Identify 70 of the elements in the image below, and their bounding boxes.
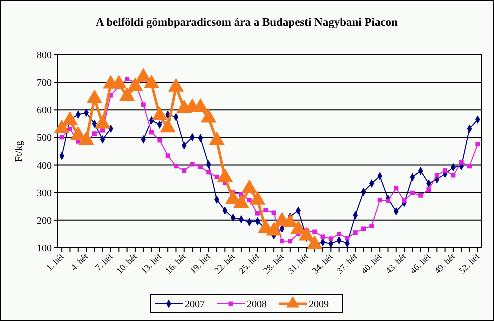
point	[60, 135, 64, 140]
x-tick-label: 43. hét	[384, 251, 409, 276]
point	[394, 186, 399, 191]
point	[158, 138, 162, 143]
x-tick-label: 28. hét	[261, 251, 286, 276]
legend-label: 2009	[309, 300, 329, 310]
point	[288, 239, 293, 244]
point	[272, 210, 276, 216]
chart-title: A belföldi gömbparadicsom ára a Budapesti Nagybani Piacon	[96, 17, 399, 29]
y-tick-label: 200	[37, 216, 52, 227]
x-tick-label: 13. hét	[139, 251, 164, 276]
point	[418, 193, 424, 198]
point	[370, 224, 374, 228]
x-tick-label: 7. hét	[93, 251, 115, 273]
point	[125, 77, 130, 82]
point	[328, 236, 334, 242]
point	[68, 126, 72, 132]
y-tick-label: 300	[37, 188, 52, 200]
point	[451, 173, 456, 178]
point	[353, 230, 358, 236]
point	[182, 168, 187, 174]
point	[476, 142, 480, 147]
point	[150, 130, 154, 135]
point	[190, 162, 195, 167]
y-tick-label: 800	[37, 50, 52, 62]
point	[402, 198, 407, 204]
point	[426, 188, 432, 192]
point	[166, 154, 170, 158]
point	[345, 236, 350, 241]
point	[247, 198, 252, 203]
point	[337, 232, 342, 236]
y-tick-label: 700	[37, 78, 52, 90]
point	[206, 170, 212, 175]
x-tick-label: 37. hét	[334, 251, 360, 276]
point	[174, 164, 178, 169]
point	[362, 226, 366, 232]
point	[214, 174, 220, 180]
y-tick-label: 500	[37, 133, 52, 144]
point	[320, 234, 326, 240]
point	[459, 160, 464, 165]
point	[410, 190, 415, 196]
x-tick-label: 31. hét	[286, 251, 311, 276]
legend-label: 2007	[185, 300, 205, 310]
legend-label: 2008	[247, 300, 267, 310]
x-tick-label: 49. hét	[432, 251, 458, 276]
point	[386, 198, 390, 204]
point	[434, 173, 440, 178]
y-tick-label: 600	[37, 106, 52, 117]
x-tick-label: 4. hét	[68, 251, 91, 273]
y-axis-title: Ft/kg	[14, 140, 25, 162]
x-tick-label: 40. hét	[359, 251, 384, 276]
point	[280, 239, 284, 244]
point	[443, 168, 448, 174]
x-tick-label: 34. hét	[310, 251, 336, 276]
point	[264, 208, 268, 212]
point	[256, 211, 260, 216]
point	[198, 164, 203, 170]
x-tick-label: 25. hét	[237, 251, 262, 276]
x-tick-label: 22. hét	[212, 251, 238, 276]
point	[92, 132, 97, 136]
x-tick-label: 52. hét	[457, 251, 482, 276]
point	[141, 102, 146, 108]
point	[468, 164, 472, 169]
point	[312, 230, 318, 234]
x-tick-label: 46. hét	[408, 251, 433, 276]
x-tick-label: 10. hét	[114, 251, 140, 276]
point	[378, 198, 382, 203]
x-tick-label: 16. hét	[164, 251, 188, 276]
y-tick-label: 400	[37, 160, 52, 172]
x-tick-label: 19. hét	[188, 251, 213, 276]
